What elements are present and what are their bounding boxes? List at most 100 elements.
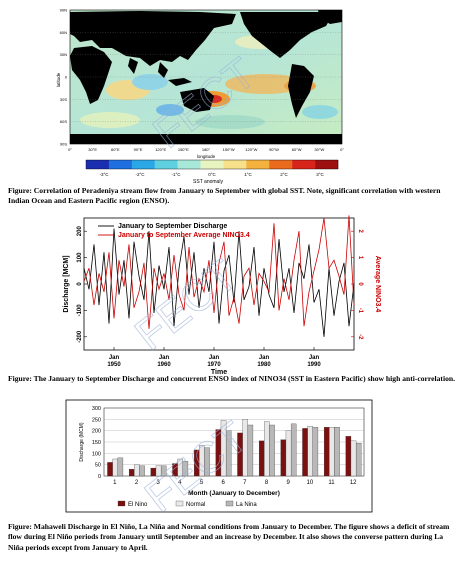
left-axis-ticks: 200 100 0 -100 -200 [77,226,87,343]
colorbar-tick-label: 3°C [316,172,324,177]
longitude-tick-label: 150°W [223,147,235,152]
bar-el-nino [107,462,113,477]
colorbar-tick-label: 1°C [244,172,252,177]
bar-normal [307,425,313,477]
bar-la-nina [160,465,167,477]
bar-y-tick-label: 50 [95,463,101,469]
bar-x-tick-label: 9 [286,480,290,486]
bar-la-nina [182,461,189,477]
bar-y-tick-label: 200 [92,429,101,435]
map-gridlines [70,32,342,122]
bar-gridlines [104,407,364,477]
colorbar-tick-label: 2°C [280,172,288,177]
bar-legend: El Nino Normal La Nina [117,500,257,508]
time-axis-tick-label: 1970 [207,362,221,368]
legend-label-nino: January to September Average NINO3.4 [118,232,250,239]
bar-xlabel: Month (January to December) [188,490,280,497]
longitude-tick-labels: 0° 30°E 60°E 90°E 120°E 150°E 180° 150°W 120°W 90… [68,147,344,152]
bar-x-tick-label: 11 [328,480,335,486]
time-axis-tick-label: Jan [209,355,220,361]
right-axis-tick-label: 1 [357,256,363,260]
colorbar-tick-labels: -3°C -2°C -1°C 0°C 1°C 2°C 3°C [99,172,324,177]
colorbar-swatch [315,160,339,169]
bar-normal [134,464,140,477]
bar-x-tick-labels: 1 2 3 4 5 6 7 8 9 10 11 12 [113,480,357,486]
colorbar-swatch [131,160,155,169]
bar-legend-label: El Nino [128,502,148,508]
latitude-tick-labels: 90N 60N 30N 0 30S 60S 90S [60,8,68,147]
right-axis-tick-label: 0 [357,282,363,286]
bar-x-tick-label: 4 [178,480,182,486]
bar-y-tick-label: 250 [92,417,101,423]
time-axis-tick-label: Jan [309,355,320,361]
longitude-tick-label: 60°E [111,147,120,152]
bar-y-tick-label: 150 [92,440,101,446]
discharge-series-line [83,228,355,337]
bar-legend-swatch [175,500,184,507]
left-axis-tick-label: 0 [77,282,83,286]
colorbar [85,159,339,170]
bar-x-tick-label: 7 [243,480,247,486]
colorbar-swatch [269,160,293,169]
longitude-tick-label: 30°W [314,147,324,152]
left-axis-label: Discharge [MCM] [63,255,70,312]
longitude-tick-label: 120°W [245,147,257,152]
bar-y-tick-label: 100 [92,451,101,457]
bar-normal [285,430,292,477]
bar-legend-label: La Nina [236,502,257,508]
colorbar-swatch [86,160,110,169]
bar-la-nina [204,447,210,477]
map-xlabel: longitude [197,154,216,159]
bar-normal [112,458,118,477]
colorbar-swatch [223,160,247,169]
time-axis-tick-label: Jan [259,355,270,361]
continents [70,10,342,144]
longitude-tick-label: 30°E [88,147,97,152]
bar-x-tick-label: 2 [135,480,139,486]
longitude-tick-label: 0° [68,147,72,152]
bar-la-nina [117,457,124,477]
figure2-caption: Figure: The January to September Dischar… [8,374,455,383]
colorbar-label: SST anomaly [193,179,223,185]
time-axis-tick-label: Jan [159,355,170,361]
nino34-series-line [83,215,355,329]
bar-el-nino [128,469,135,477]
bar-ylabel: Discharge (MCM) [79,422,85,462]
time-axis-label: Time [211,369,227,376]
latitude-tick-label: 30N [60,52,67,57]
bar-normal [350,440,357,477]
time-axis-tick-label: 1990 [307,362,321,368]
colorbar-swatch [292,160,316,169]
right-axis-label: Average NINO3.4 [374,256,381,313]
colorbar-swatch [108,160,133,169]
colorbar-tick-label: -2°C [135,172,145,177]
bar-legend-swatch [117,500,126,507]
latitude-tick-label: 90N [60,8,67,13]
figure3-caption: Figure: Mahaweli Discharge in El Niño, L… [8,522,450,552]
figure1-caption: Figure: Correlation of Peradeniya stream… [8,186,441,206]
bar-legend-label: Normal [186,502,205,508]
time-axis-tick-label: 1980 [257,362,271,368]
latitude-tick-label: 30S [60,97,67,102]
left-axis-tick-label: -200 [77,330,83,343]
bar-la-nina [139,465,145,477]
bar-el-nino [280,439,287,477]
bar-x-tick-label: 1 [113,480,117,486]
bar-la-nina [355,442,362,477]
bar-x-tick-label: 8 [265,480,269,486]
bar-el-nino [323,427,330,477]
latitude-tick-label: 0 [65,75,68,80]
bar-series [107,419,362,477]
colorbar-swatch [154,160,178,169]
left-axis-tick-label: -100 [77,304,83,317]
left-axis-tick-label: 200 [77,226,83,237]
bar-x-tick-label: 10 [306,480,313,486]
bar-y-tick-label: 0 [98,474,101,480]
bar-la-nina [225,430,232,477]
right-axis-tick-label: 2 [357,230,363,234]
colorbar-tick-label: -3°C [99,172,109,177]
bar-el-nino [345,436,352,477]
